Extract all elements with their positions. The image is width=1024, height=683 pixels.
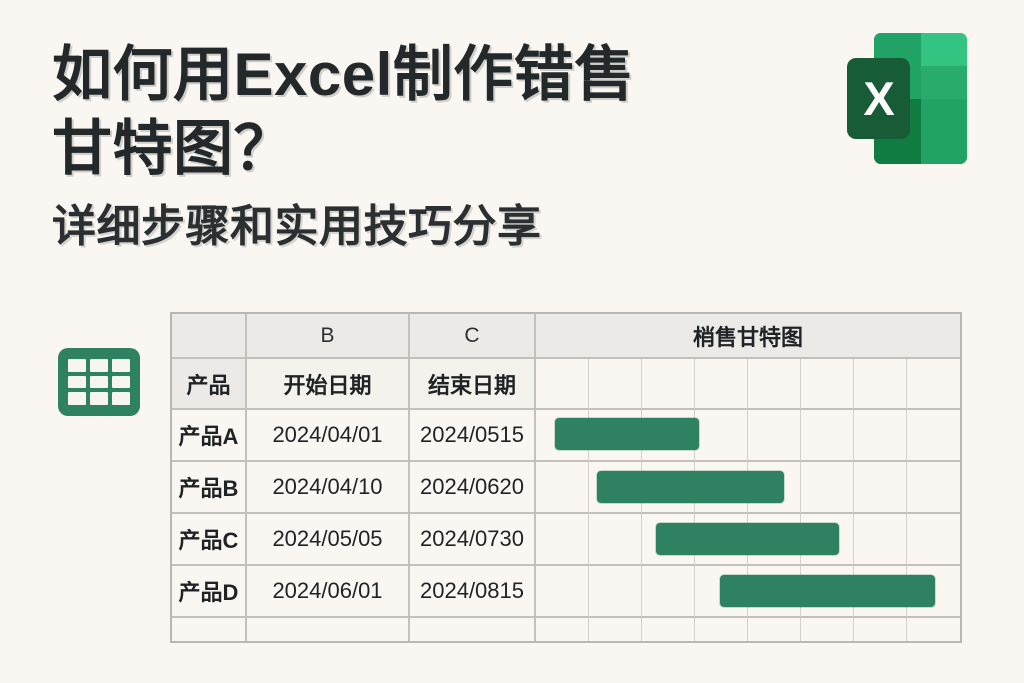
chart-grid-cell	[801, 359, 854, 410]
headline-block: 如何用Excel制作错售 甘特图？ 详细步骤和实用技巧分享	[52, 38, 812, 254]
chart-grid-cell	[695, 410, 748, 462]
excel-logo-x-tile: X	[847, 58, 910, 139]
column-header-b[interactable]: B	[247, 314, 410, 359]
spreadsheet-icon-cell	[112, 392, 130, 405]
chart-grid-cell	[801, 410, 854, 462]
table-cell-start-date[interactable]: 2024/05/05	[247, 514, 410, 566]
excel-logo: X	[847, 33, 967, 164]
table-row-label[interactable]: 产品C	[172, 514, 247, 566]
table-cell-end-date[interactable]: 2024/0620	[410, 462, 536, 514]
spreadsheet-icon	[58, 348, 140, 416]
table-cell-end-date[interactable]: 2024/0730	[410, 514, 536, 566]
chart-grid-cell	[801, 462, 854, 514]
page-title: 如何用Excel制作错售 甘特图？	[52, 41, 635, 182]
field-header-product[interactable]: 产品	[172, 359, 247, 410]
page-subtitle: 详细步骤和实用技巧分享	[52, 202, 542, 251]
spreadsheet-grid: B C 梢售甘特图 产品 开始日期 结束日期 产品A 2024/04/01 20…	[172, 314, 960, 641]
chart-grid-cell	[907, 462, 960, 514]
gantt-bar-product-c[interactable]	[656, 523, 839, 555]
chart-grid-cell	[907, 618, 960, 641]
chart-grid-cell	[589, 566, 642, 618]
gantt-bar-product-a[interactable]	[555, 418, 699, 450]
spreadsheet-table[interactable]: B C 梢售甘特图 产品 开始日期 结束日期 产品A 2024/04/01 20…	[170, 312, 962, 643]
chart-grid-cell	[854, 410, 907, 462]
chart-grid-cell	[536, 462, 589, 514]
table-row-empty[interactable]	[410, 618, 536, 641]
table-cell-start-date[interactable]: 2024/04/01	[247, 410, 410, 462]
chart-grid-cell	[748, 410, 801, 462]
chart-grid-cell	[748, 359, 801, 410]
chart-grid-cell	[536, 566, 589, 618]
chart-grid-cell	[589, 359, 642, 410]
field-header-end-date[interactable]: 结束日期	[410, 359, 536, 410]
field-header-start-date[interactable]: 开始日期	[247, 359, 410, 410]
chart-grid-cell	[695, 359, 748, 410]
table-row-label[interactable]: 产品A	[172, 410, 247, 462]
chart-grid-cell	[907, 359, 960, 410]
spreadsheet-icon-cell	[112, 375, 130, 389]
chart-grid-cell	[801, 618, 854, 641]
chart-grid-cell	[748, 618, 801, 641]
chart-grid-cell	[536, 618, 589, 641]
table-row-empty[interactable]	[247, 618, 410, 641]
spreadsheet-icon-cell	[90, 375, 108, 389]
chart-grid-cell	[589, 618, 642, 641]
gantt-bar-product-b[interactable]	[597, 471, 784, 503]
table-cell-start-date[interactable]: 2024/06/01	[247, 566, 410, 618]
chart-grid-cell	[907, 514, 960, 566]
table-cell-end-date[interactable]: 2024/0515	[410, 410, 536, 462]
chart-grid-cell	[642, 359, 695, 410]
chart-title: 梢售甘特图	[536, 314, 960, 359]
spreadsheet-icon-cell	[68, 392, 86, 405]
chart-grid-cell	[589, 514, 642, 566]
table-row-empty[interactable]	[172, 618, 247, 641]
chart-grid-cell	[536, 359, 589, 410]
chart-grid-cell	[642, 566, 695, 618]
table-row-label[interactable]: 产品B	[172, 462, 247, 514]
chart-grid-cell	[536, 514, 589, 566]
spreadsheet-icon-cell	[112, 359, 130, 372]
chart-grid-cell	[854, 514, 907, 566]
spreadsheet-icon-cell	[90, 392, 108, 405]
table-cell-start-date[interactable]: 2024/04/10	[247, 462, 410, 514]
table-cell-end-date[interactable]: 2024/0815	[410, 566, 536, 618]
excel-logo-letter: X	[863, 72, 894, 125]
chart-grid-cell	[907, 410, 960, 462]
excel-logo-band	[920, 65, 967, 99]
gantt-bar-product-d[interactable]	[720, 575, 935, 607]
chart-grid-cell	[854, 462, 907, 514]
chart-grid-cell	[854, 618, 907, 641]
spreadsheet-icon-cell	[68, 359, 86, 372]
excel-logo-quadrant-bottom-right	[920, 98, 967, 164]
spreadsheet-icon-cell	[68, 375, 86, 389]
column-header-a[interactable]	[172, 314, 247, 359]
table-row-label[interactable]: 产品D	[172, 566, 247, 618]
chart-grid-cell	[854, 359, 907, 410]
column-header-c[interactable]: C	[410, 314, 536, 359]
chart-grid-cell	[642, 618, 695, 641]
chart-grid-cell	[695, 618, 748, 641]
spreadsheet-icon-cell	[90, 359, 108, 372]
